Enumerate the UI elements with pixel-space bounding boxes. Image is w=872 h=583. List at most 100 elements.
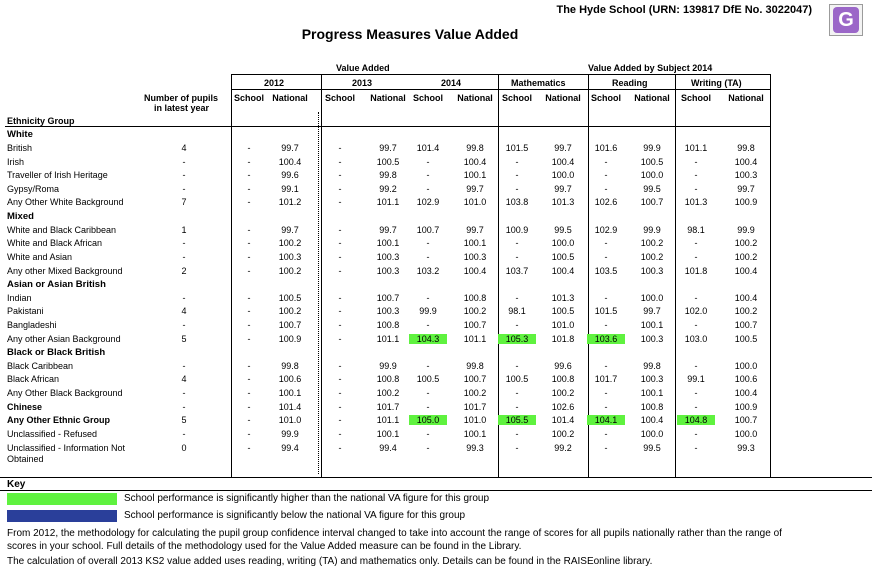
school-value-cell: - [604,402,608,412]
national-value-cell: 101.7 [463,402,487,412]
row-label: Pakistani [7,306,44,316]
school-value-cell: - [247,306,251,316]
national-value-cell: 100.7 [734,320,758,330]
school-value-cell: - [426,361,430,371]
school-value-cell: - [338,225,342,235]
higher-key-text: School performance is significantly high… [124,493,490,504]
g-badge[interactable]: G [829,4,863,36]
national-value-cell: 101.1 [376,197,400,207]
table-row: Any Other Black Background - - 100.1 - 100.2 -… [7,388,777,401]
pupils-cell: 2 [181,266,187,276]
table-row: White and Black African - - 100.2 - 100.1 - 100… [7,238,777,251]
national-value-cell: 99.9 [643,225,661,235]
pupils-cell: - [182,361,186,371]
school-value-cell: - [694,443,698,453]
value-added-header: Value Added [336,63,390,73]
school-value-cell: - [247,320,251,330]
school-value-cell: - [426,252,430,262]
school-value-cell: - [426,157,430,167]
table-row: White and Asian - - 100.3 - 100.3 - 100.3 - 100.5… [7,252,777,265]
school-value-cell: - [338,157,342,167]
pupils-header: Number of pupils [144,93,218,103]
school-value-cell: - [515,361,519,371]
school-value-cell: - [426,293,430,303]
school-value-cell: - [247,374,251,384]
national-value-cell: 100.8 [376,374,400,384]
national-value-cell: 100.0 [551,238,575,248]
school-id: The Hyde School (URN: 139817 DfE No. 302… [556,4,812,16]
row-label: Black or Black British [7,347,106,358]
national-value-cell: 100.7 [463,374,487,384]
school-value-cell: - [515,184,519,194]
national-value-cell: 99.7 [554,184,572,194]
school-value-cell: 101.5 [594,306,618,316]
national-subheader: National [370,93,406,103]
national-value-cell: 99.8 [643,361,661,371]
national-value-cell: 100.8 [640,402,664,412]
national-value-cell: 99.7 [554,143,572,153]
school-value-cell: - [604,361,608,371]
school-value-cell: 101.6 [594,143,618,153]
national-subheader: National [728,93,764,103]
national-value-cell: 99.9 [737,225,755,235]
national-subheader: National [272,93,308,103]
school-value-cell: - [694,402,698,412]
school-value-cell: - [694,238,698,248]
school-value-cell: 103.2 [416,266,440,276]
national-value-cell: 100.0 [551,170,575,180]
national-value-cell: 100.6 [734,374,758,384]
school-value-cell: - [604,429,608,439]
school-value-cell: - [338,252,342,262]
national-value-cell: 101.0 [278,415,302,425]
national-value-cell: 100.9 [734,402,758,412]
national-value-cell: 100.5 [734,334,758,344]
national-value-cell: 100.4 [734,388,758,398]
year-2013-header: 2013 [352,78,373,88]
school-value-cell: - [247,184,251,194]
pupils-cell: 4 [181,143,187,153]
pupils-cell: 5 [181,334,187,344]
national-value-cell: 99.8 [281,361,299,371]
school-subheader: School [324,93,355,103]
school-value-cell: - [694,170,698,180]
lower-key-text: School performance is significantly belo… [124,510,466,521]
school-value-cell: - [247,170,251,180]
school-value-cell: 101.1 [684,143,708,153]
school-subheader: School [233,93,264,103]
school-value-cell: - [515,157,519,167]
national-value-cell: 101.4 [551,415,575,425]
row-label-line2: Obtained [7,454,44,464]
school-value-cell: 103.5 [594,266,618,276]
school-value-cell: - [604,320,608,330]
school-value-cell: - [247,402,251,412]
national-value-cell: 100.2 [551,429,575,439]
national-value-cell: 100.2 [734,238,758,248]
national-value-cell: 99.8 [466,361,484,371]
national-value-cell: 100.6 [278,374,302,384]
row-label: Chinese [7,402,43,412]
pupils-cell: 4 [181,306,187,316]
school-value-cell: - [694,388,698,398]
divider-writing [675,74,676,477]
national-value-cell: 99.8 [466,143,484,153]
national-value-cell: 100.4 [463,157,487,167]
national-value-cell: 100.2 [376,388,400,398]
national-value-cell: 101.8 [551,334,575,344]
table-bottom-rule [0,477,872,478]
national-value-cell: 100.5 [551,306,575,316]
pupils-cell: - [182,293,186,303]
pupils-cell: 0 [181,443,187,453]
year-2012-header: 2012 [264,78,285,88]
school-value-cell: - [604,184,608,194]
school-subheader: School [501,93,532,103]
row-label: White [7,129,33,140]
national-value-cell: 100.0 [640,293,664,303]
school-value-cell: - [515,238,519,248]
national-value-cell: 100.8 [551,374,575,384]
school-value-cell: 103.0 [684,334,708,344]
school-value-cell: - [426,184,430,194]
pupils-cell: 5 [181,415,187,425]
national-value-cell: 100.5 [278,293,302,303]
school-value-cell: - [338,320,342,330]
table-row: Gypsy/Roma - - 99.1 - 99.2 - 99.7 - 99.7 - 99.5 - 99.… [7,184,777,197]
